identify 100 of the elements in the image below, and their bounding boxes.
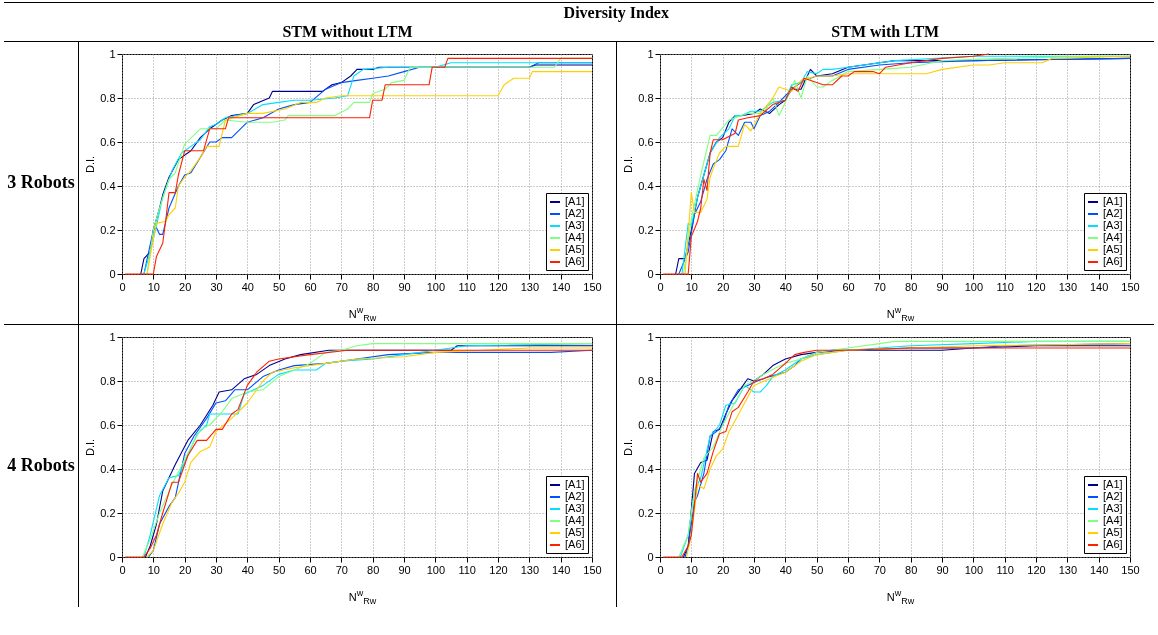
y-tick-label: 1 (647, 47, 654, 60)
x-tick-label: 40 (241, 280, 254, 293)
x-tick-label: 110 (996, 563, 1014, 576)
legend-label: [A3] (1103, 501, 1123, 514)
legend-label: [A5] (1103, 243, 1123, 255)
legend-label: [A6] (565, 537, 585, 550)
y-tick-label: 0 (647, 267, 654, 280)
x-tick-label: 150 (583, 280, 602, 293)
x-tick-label: 140 (1089, 280, 1109, 293)
x-tick-label: 130 (520, 563, 540, 576)
legend-label: [A2] (1103, 207, 1123, 219)
x-tick-label: 100 (964, 563, 984, 576)
legend-label: [A5] (1103, 525, 1123, 538)
legend-label: [A2] (1103, 489, 1123, 502)
legend-label: [A5] (565, 243, 585, 255)
text: Diversity Index (562, 3, 670, 22)
x-tick-label: 140 (1089, 563, 1109, 576)
x-tick-label: 80 (367, 563, 380, 576)
y-tick-label: 0.6 (638, 135, 654, 148)
y-axis-title: D.I. (622, 438, 635, 456)
legend-label: [A3] (1103, 219, 1123, 231)
x-tick-label: 10 (685, 563, 698, 576)
x-tick-label: 0 (657, 563, 664, 576)
y-tick-label: 0.2 (638, 506, 654, 519)
x-tick-label: 110 (996, 280, 1014, 293)
y-tick-label: 0.4 (100, 179, 116, 192)
y-tick-label: 0.6 (100, 135, 116, 148)
legend-label: [A4] (565, 231, 585, 243)
legend-label: [A2] (565, 489, 585, 502)
x-tick-label: 30 (210, 280, 223, 293)
y-tick-label: 0 (109, 267, 116, 280)
y-tick-label: 0.8 (100, 374, 116, 387)
x-tick-label: 50 (273, 280, 286, 293)
x-tick-label: 140 (551, 563, 571, 576)
x-tick-label: 100 (426, 563, 446, 576)
y-tick-label: 0.6 (638, 418, 654, 431)
x-tick-label: 70 (873, 563, 886, 576)
x-tick-label: 10 (147, 280, 160, 293)
x-tick-label: 150 (1121, 280, 1140, 293)
x-tick-label: 120 (1027, 563, 1046, 576)
x-tick-label: 0 (119, 280, 126, 293)
y-tick-label: 0 (647, 550, 654, 563)
x-tick-label: 50 (811, 563, 824, 576)
x-tick-label: 10 (685, 280, 698, 293)
y-tick-label: 0.2 (638, 223, 654, 236)
legend-label: [A1] (1103, 477, 1123, 490)
x-tick-label: 20 (717, 280, 730, 293)
text: 4 Robots (4, 324, 79, 607)
x-tick-label: 120 (489, 563, 508, 576)
text: 3 Robots (4, 41, 79, 325)
y-axis-title: D.I. (622, 155, 635, 174)
x-tick-label: 110 (458, 280, 476, 293)
x-tick-label: 100 (426, 280, 446, 293)
y-axis-title: D.I. (84, 438, 97, 456)
chart-title: STM without LTM (281, 22, 414, 42)
x-tick-label: 0 (119, 563, 126, 576)
x-tick-label: 110 (458, 563, 476, 576)
x-tick-label: 70 (335, 280, 348, 293)
x-tick-label: 10 (147, 563, 160, 576)
y-tick-label: 0.2 (100, 506, 116, 519)
y-tick-label: 0.8 (638, 374, 654, 387)
x-tick-label: 60 (304, 280, 317, 293)
x-tick-label: 130 (520, 280, 540, 293)
x-tick-label: 120 (489, 280, 508, 293)
x-tick-label: 20 (717, 563, 730, 576)
x-tick-label: 60 (842, 280, 855, 293)
x-tick-label: 140 (551, 280, 571, 293)
x-tick-label: 30 (210, 563, 223, 576)
y-tick-label: 0.6 (100, 418, 116, 431)
x-tick-label: 90 (398, 280, 411, 293)
x-tick-label: 90 (936, 280, 949, 293)
x-tick-label: 130 (1058, 563, 1078, 576)
x-tick-label: 40 (779, 280, 792, 293)
x-tick-label: 60 (842, 563, 855, 576)
legend-label: [A5] (565, 525, 585, 538)
x-tick-label: 30 (748, 563, 761, 576)
legend-label: [A1] (565, 195, 585, 207)
x-tick-label: 70 (873, 280, 886, 293)
y-axis-title: D.I. (84, 155, 97, 174)
y-tick-label: 0.4 (638, 462, 654, 475)
x-tick-label: 90 (398, 563, 411, 576)
x-tick-label: 90 (936, 563, 949, 576)
x-tick-label: 0 (657, 280, 664, 293)
x-tick-label: 80 (367, 280, 380, 293)
legend-label: [A6] (565, 255, 585, 267)
legend-label: [A4] (1103, 231, 1123, 243)
y-tick-label: 0.2 (100, 223, 116, 236)
x-tick-label: 40 (241, 563, 254, 576)
legend-label: [A4] (565, 513, 585, 526)
x-tick-label: 20 (179, 563, 192, 576)
legend-label: [A3] (565, 219, 585, 231)
x-tick-label: 80 (905, 280, 918, 293)
x-tick-label: 40 (779, 563, 792, 576)
chart-title: STM with LTM (830, 22, 941, 42)
y-tick-label: 0.8 (638, 91, 654, 104)
y-tick-label: 1 (109, 330, 116, 343)
x-tick-label: 80 (905, 563, 918, 576)
x-tick-label: 100 (964, 280, 984, 293)
y-tick-label: 1 (109, 47, 116, 60)
y-tick-label: 0.8 (100, 91, 116, 104)
